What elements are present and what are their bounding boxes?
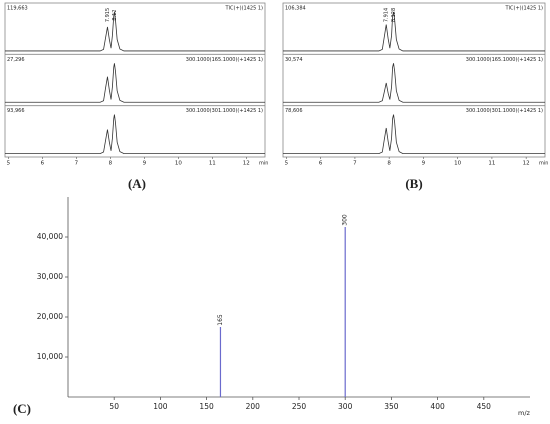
panel-frame	[4, 2, 266, 158]
max-intensity: 119,663	[7, 6, 28, 12]
peak-label: 8.12	[112, 9, 118, 20]
panel-caption: (A)	[128, 176, 146, 191]
trace-line	[283, 114, 545, 155]
y-tick-label: 10,000	[37, 352, 63, 361]
x-tick-label: 400	[430, 402, 445, 411]
peak-label: 300	[342, 214, 349, 226]
trace-name: TIC(+)(1425 1)	[224, 6, 263, 12]
trace-line	[283, 11, 545, 52]
x-tick-label: 250	[292, 402, 307, 411]
x-tick-label: 11	[488, 161, 495, 167]
max-intensity: 78,606	[285, 108, 303, 114]
x-tick-label: 5	[7, 161, 11, 167]
trace-name: 300.1000(165.1000)(+1425 1)	[186, 57, 263, 63]
x-axis-label: m/z	[518, 409, 531, 417]
x-tick-label: 10	[454, 161, 461, 167]
peak-label: 7.915	[105, 8, 111, 22]
trace-name: TIC(+)(1425 1)	[504, 6, 543, 12]
y-tick-label: 40,000	[37, 232, 63, 241]
x-tick-label: 450	[477, 402, 492, 411]
trace-line	[5, 114, 265, 155]
trace-line	[5, 11, 265, 52]
x-tick-label: 5	[285, 161, 289, 167]
x-tick-label: 8	[109, 161, 113, 167]
x-tick-label: 9	[422, 161, 426, 167]
peak-label: 7.914	[384, 8, 390, 22]
panel-caption: (B)	[405, 176, 422, 191]
x-tick-label: 11	[209, 161, 216, 167]
peak-label: 8.128	[391, 8, 397, 22]
x-tick-label: 350	[384, 402, 399, 411]
y-tick-label: 20,000	[37, 312, 63, 321]
x-tick-label: 7	[353, 161, 357, 167]
x-tick-label: 6	[41, 161, 45, 167]
trace-name: 300.1000(165.1000)(+1425 1)	[466, 57, 543, 63]
panel-caption: (C)	[13, 401, 31, 416]
trace-name: 300.1000(301.1000)(+1425 1)	[466, 108, 543, 114]
trace-line	[283, 63, 545, 103]
x-tick-label: 6	[319, 161, 323, 167]
x-tick-label: 7	[75, 161, 79, 167]
trace-name: 300.1000(301.1000)(+1425 1)	[186, 108, 263, 114]
x-tick-label: 150	[199, 402, 214, 411]
x-tick-label: 50	[109, 402, 119, 411]
x-tick-label: 10	[175, 161, 182, 167]
x-tick-label: 300	[338, 402, 353, 411]
x-tick-label: 12	[523, 161, 530, 167]
x-axis-label: min	[259, 161, 268, 167]
max-intensity: 106,384	[285, 6, 306, 12]
x-tick-label: 8	[387, 161, 391, 167]
x-tick-label: 200	[246, 402, 261, 411]
max-intensity: 93,966	[7, 108, 25, 114]
panel-frame	[282, 2, 546, 158]
x-tick-label: 100	[153, 402, 168, 411]
x-tick-label: 9	[143, 161, 147, 167]
max-intensity: 30,574	[285, 57, 303, 63]
max-intensity: 27,296	[7, 57, 25, 63]
x-axis-label: min	[539, 161, 548, 167]
x-tick-label: 12	[243, 161, 250, 167]
trace-line	[5, 63, 265, 103]
y-tick-label: 30,000	[37, 272, 63, 281]
peak-label: 165	[217, 314, 224, 326]
